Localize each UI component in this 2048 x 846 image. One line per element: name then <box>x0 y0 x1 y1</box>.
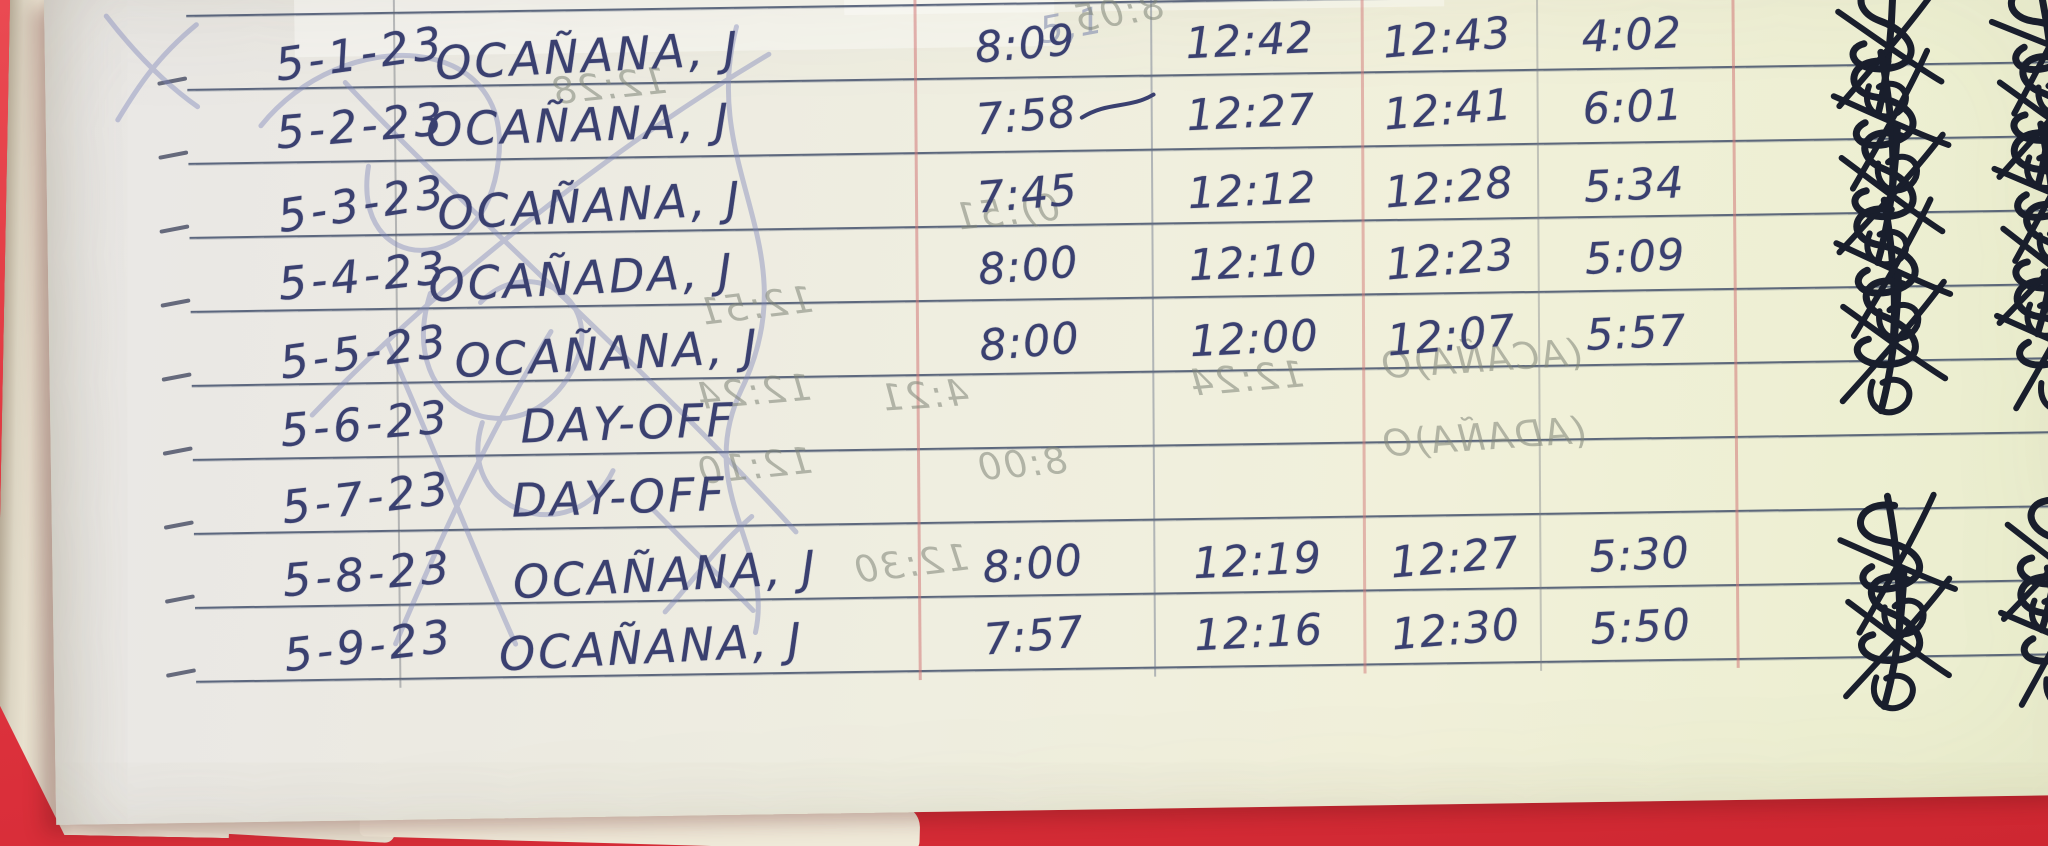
ledger-page: 5,1 12:51 0):51 12:24 4:21 12:24 (ACAÑA)O 12:10… <box>43 0 2048 825</box>
ink-flourish <box>1079 92 1156 120</box>
signature-layer <box>44 0 2048 825</box>
blue-pen-scribbles <box>103 13 1156 647</box>
signature-scribble <box>1986 0 2048 122</box>
